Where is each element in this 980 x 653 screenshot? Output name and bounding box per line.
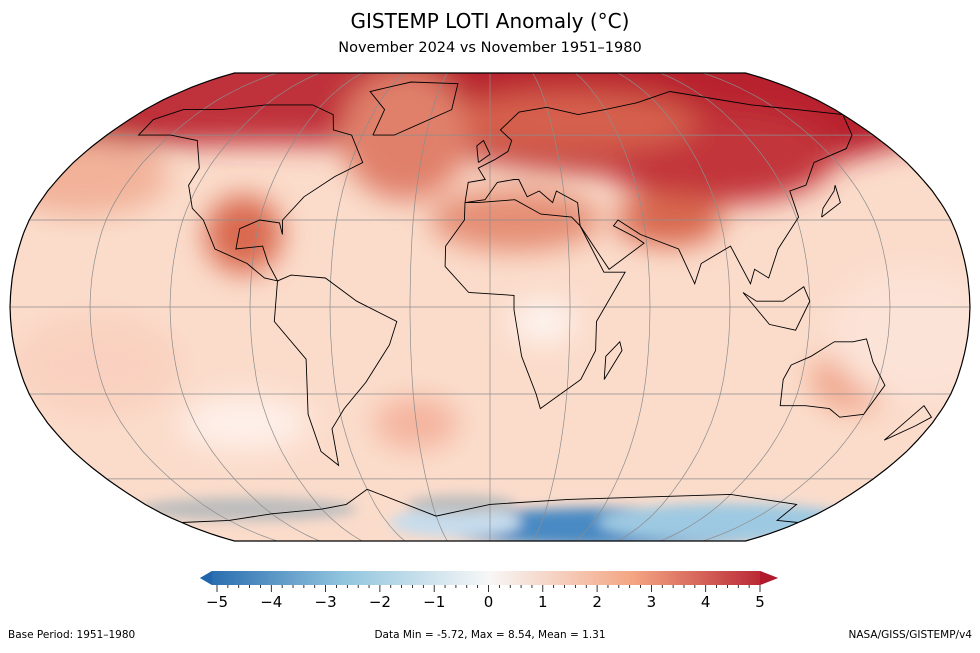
map-subtitle: November 2024 vs November 1951–1980: [338, 40, 642, 56]
colorbar-extend-low: [200, 571, 212, 585]
anomaly-region: [137, 497, 358, 522]
coastline: [137, 104, 364, 282]
coastline: [369, 81, 459, 136]
anomaly-region: [829, 271, 970, 402]
colorbar: [200, 571, 778, 592]
source-label: NASA/GISS/GISTEMP/v4: [848, 629, 973, 641]
coastline: [603, 340, 623, 380]
coastlines: [137, 81, 933, 523]
coastline: [273, 274, 398, 467]
colorbar-tick-label: −4: [260, 593, 283, 611]
anomaly-region: [511, 300, 576, 343]
base-period-label: Base Period: 1951–1980: [8, 629, 136, 641]
anomaly-region: [442, 90, 700, 154]
coastline: [367, 488, 799, 523]
coastline: [181, 488, 368, 523]
coastline: [779, 338, 886, 418]
coastline: [464, 91, 853, 286]
coastline: [883, 405, 933, 441]
anomaly-region: [597, 503, 862, 541]
data-stats-label: Data Min = -5.72, Max = 8.54, Mean = 1.3…: [374, 629, 606, 641]
coastline: [444, 199, 626, 410]
map-title: GISTEMP LOTI Anomaly (°C): [350, 9, 630, 33]
colorbar-tick-label: −3: [314, 593, 337, 611]
colorbar-tick-label: −5: [205, 593, 229, 611]
colorbar-tick-label: −1: [423, 593, 446, 611]
colorbar-tick-label: 5: [755, 593, 765, 611]
anomaly-region: [205, 195, 282, 274]
colorbar-tick-label: 4: [700, 593, 711, 611]
colorbar-tick-label: 3: [646, 593, 657, 611]
colorbar-tick-label: 0: [483, 593, 494, 611]
coastline: [742, 286, 811, 331]
colorbar-tick-label: 2: [592, 593, 602, 611]
colorbar-tick-label: −2: [368, 593, 391, 611]
map-outline: [9, 72, 971, 542]
colorbar-tick-label: 1: [538, 593, 548, 611]
anomaly-field: [10, 73, 970, 541]
colorbar-extend-high: [760, 571, 778, 585]
anomaly-region: [389, 508, 522, 537]
coastline: [476, 139, 491, 163]
coastline: [821, 185, 841, 218]
anomaly-region: [10, 137, 170, 216]
anomaly-region: [180, 397, 309, 450]
